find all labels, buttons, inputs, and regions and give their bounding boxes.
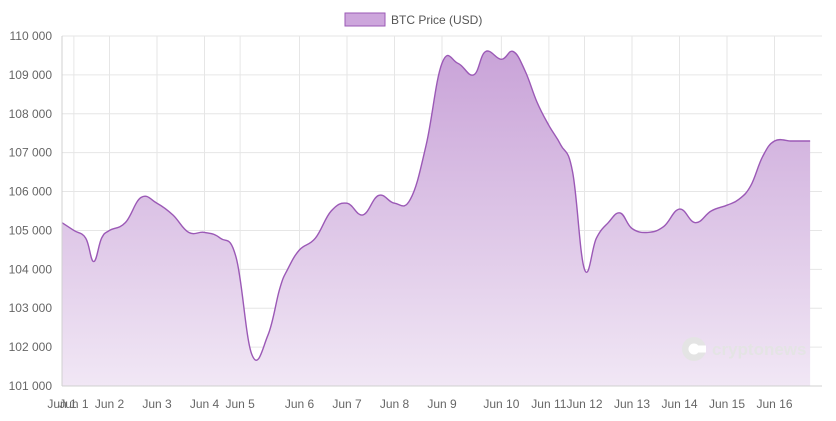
cryptonews-logo-icon-cut xyxy=(694,345,706,353)
x-tick-label: Jun 8 xyxy=(380,397,410,411)
x-tick-label: Jun 1 xyxy=(47,397,77,411)
x-tick-label: Jun 3 xyxy=(142,397,172,411)
x-tick-label: Jun 2 xyxy=(95,397,125,411)
x-tick-label: Jun 14 xyxy=(661,397,697,411)
x-tick-label: Jun 13 xyxy=(614,397,650,411)
x-tick-label: Jun 12 xyxy=(566,397,602,411)
x-tick-label: Jun 10 xyxy=(483,397,519,411)
y-tick-label: 104 000 xyxy=(9,262,53,276)
y-tick-label: 101 000 xyxy=(9,379,53,393)
x-tick-label: Jun 5 xyxy=(225,397,255,411)
x-tick-label: Jun 7 xyxy=(332,397,362,411)
y-tick-label: 105 000 xyxy=(9,223,53,237)
legend-swatch[interactable] xyxy=(344,12,386,27)
y-tick-label: 109 000 xyxy=(9,68,53,82)
cryptonews-watermark: cryptonews xyxy=(682,337,806,361)
y-tick-labels: 101 000 102 000 103 000 104 000 105 000 106 0… xyxy=(9,29,53,393)
legend-label[interactable]: BTC Price (USD) xyxy=(391,13,482,27)
x-tick-label: Jun 4 xyxy=(190,397,220,411)
x-tick-label: Jun 15 xyxy=(709,397,745,411)
y-tick-label: 103 000 xyxy=(9,301,53,315)
y-tick-label: 106 000 xyxy=(9,185,53,199)
x-tick-label: Jun 1 xyxy=(59,397,89,411)
y-tick-label: 108 000 xyxy=(9,107,53,121)
y-tick-label: 107 000 xyxy=(9,146,53,160)
chart-legend[interactable]: BTC Price (USD) xyxy=(344,12,482,27)
x-tick-label: Jun 16 xyxy=(756,397,792,411)
x-tick-label: Jun 9 xyxy=(427,397,457,411)
price-area-fill xyxy=(62,50,811,387)
y-tick-label: 102 000 xyxy=(9,340,53,354)
y-tick-label: 110 000 xyxy=(10,29,53,43)
x-tick-label: Jun 6 xyxy=(285,397,315,411)
x-tick-label: Jun 11 xyxy=(531,397,566,411)
price-line xyxy=(61,50,811,361)
watermark-text: cryptonews xyxy=(712,340,806,359)
